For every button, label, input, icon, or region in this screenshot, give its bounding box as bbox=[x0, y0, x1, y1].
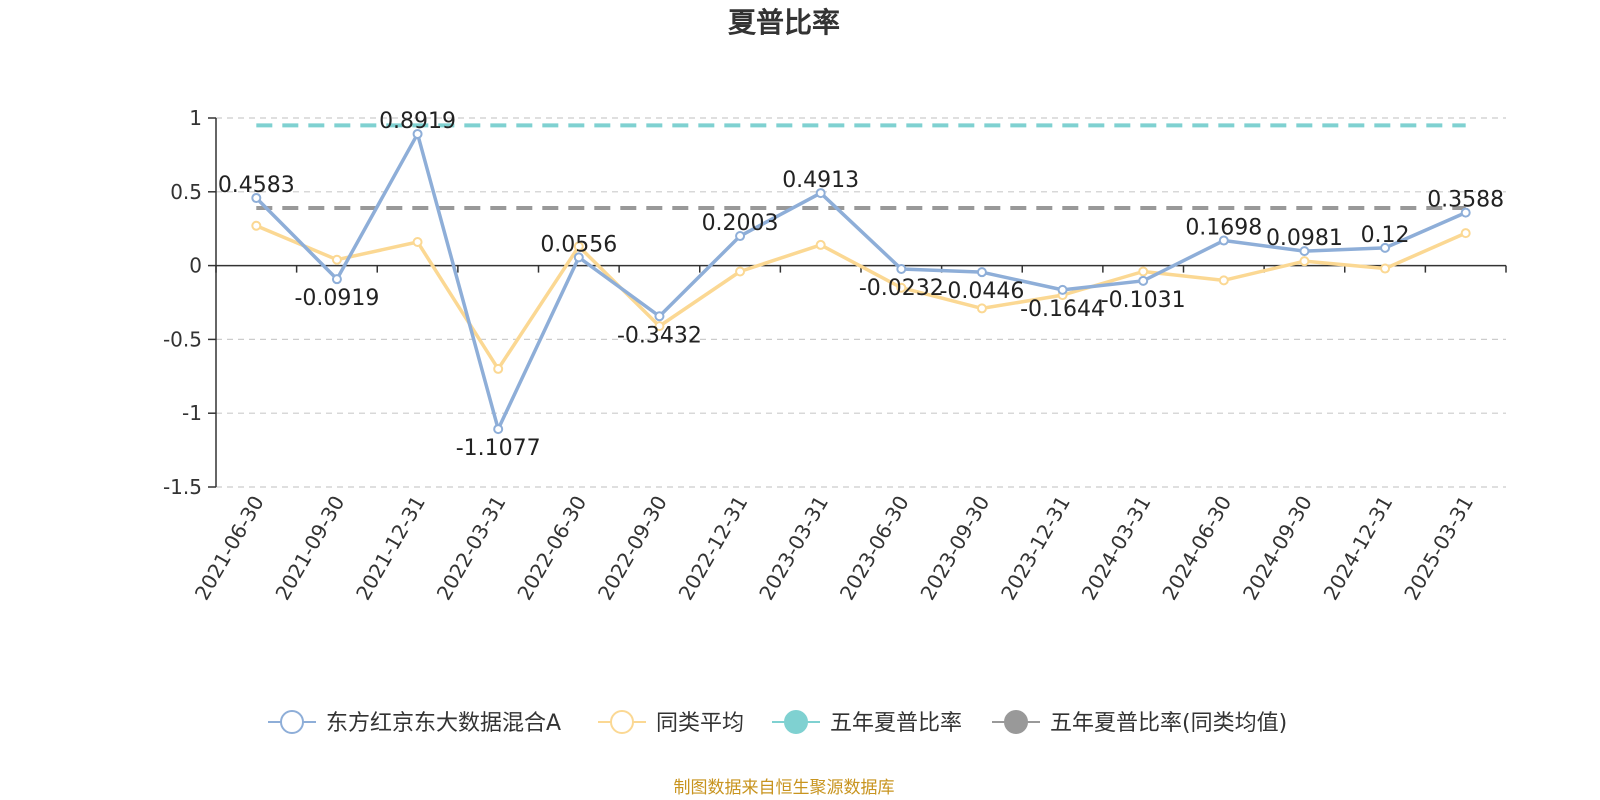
series-point-1 bbox=[251, 220, 262, 231]
series-point-1 bbox=[573, 241, 584, 252]
series-point-0 bbox=[976, 267, 987, 278]
legend-label-1: 同类平均 bbox=[656, 711, 744, 736]
x-tick-label: 2022-09-30 bbox=[593, 492, 672, 605]
x-tick-label: 2021-06-30 bbox=[190, 492, 269, 605]
series-point-1 bbox=[815, 239, 826, 250]
data-label: 0.3588 bbox=[1427, 188, 1504, 213]
series-point-1 bbox=[1460, 228, 1471, 239]
legend-marker-3 bbox=[1004, 710, 1028, 734]
legend-marker-0 bbox=[280, 710, 304, 734]
data-label: 0.8919 bbox=[379, 109, 456, 134]
data-label: -0.1031 bbox=[1101, 288, 1186, 313]
data-label: -1.1077 bbox=[456, 436, 541, 461]
series-point-1 bbox=[896, 282, 907, 293]
y-tick-label: 0.5 bbox=[170, 180, 202, 204]
data-label: 0.1698 bbox=[1185, 216, 1262, 241]
series-point-1 bbox=[1218, 275, 1229, 286]
series-point-0 bbox=[573, 252, 584, 263]
series-point-0 bbox=[331, 274, 342, 285]
x-tick-label: 2025-03-31 bbox=[1399, 492, 1478, 605]
x-tick-label: 2022-03-31 bbox=[432, 492, 511, 605]
series-point-0 bbox=[896, 264, 907, 275]
data-label: 0.0556 bbox=[540, 232, 617, 257]
series-point-0 bbox=[251, 192, 262, 203]
x-tick-label: 2021-12-31 bbox=[351, 492, 430, 605]
y-tick-label: -0.5 bbox=[163, 327, 202, 351]
grid-lines bbox=[216, 117, 1506, 488]
x-tick-label: 2022-06-30 bbox=[512, 492, 591, 605]
legend-label-0: 东方红京东大数据混合A bbox=[326, 711, 561, 736]
x-tick-label: 2024-06-30 bbox=[1157, 492, 1236, 605]
series-point-1 bbox=[331, 254, 342, 265]
chart-title: 夏普比率 bbox=[728, 6, 840, 39]
data-label: -0.0446 bbox=[939, 279, 1024, 304]
x-tick-label: 2023-09-30 bbox=[915, 492, 994, 605]
series-layer bbox=[251, 123, 1471, 435]
y-tick-label: -1 bbox=[182, 401, 202, 425]
series-point-1 bbox=[1380, 263, 1391, 274]
series-line-0 bbox=[254, 132, 1468, 431]
data-label: 0.0981 bbox=[1266, 226, 1343, 251]
data-label: 0.4583 bbox=[218, 173, 295, 198]
legend: 东方红京东大数据混合A 同类平均 五年夏普比率 五年夏普比率(同类均值) bbox=[268, 710, 1287, 736]
series-point-0 bbox=[654, 311, 665, 322]
y-tick-label: -1.5 bbox=[163, 475, 202, 499]
x-tick-label: 2024-03-31 bbox=[1077, 492, 1156, 605]
legend-label-3: 五年夏普比率(同类均值) bbox=[1050, 711, 1287, 736]
y-tick-label: 0 bbox=[189, 254, 202, 278]
series-point-1 bbox=[654, 321, 665, 332]
series-point-1 bbox=[1299, 256, 1310, 267]
x-tick-label: 2023-06-30 bbox=[835, 492, 914, 605]
data-label: 0.4913 bbox=[782, 168, 859, 193]
series-point-0 bbox=[1460, 207, 1471, 218]
series-point-1 bbox=[412, 236, 423, 247]
x-tick-label: 2024-09-30 bbox=[1238, 492, 1317, 605]
legend-marker-1 bbox=[610, 710, 634, 734]
series-point-0 bbox=[1380, 242, 1391, 253]
series-point-0 bbox=[493, 424, 504, 435]
x-tick-label: 2023-12-31 bbox=[996, 492, 1075, 605]
series-point-1 bbox=[735, 266, 746, 277]
series-point-0 bbox=[412, 128, 423, 139]
series-point-0 bbox=[1299, 246, 1310, 257]
x-tick-label: 2021-09-30 bbox=[270, 492, 349, 605]
data-label: -0.0232 bbox=[859, 276, 944, 301]
series-point-1 bbox=[493, 363, 504, 374]
series-point-1 bbox=[976, 303, 987, 314]
series-point-0 bbox=[1218, 235, 1229, 246]
series-point-0 bbox=[1057, 284, 1068, 295]
data-label: -0.1644 bbox=[1020, 297, 1105, 322]
data-label: -0.0919 bbox=[294, 286, 379, 311]
data-label: -0.3432 bbox=[617, 323, 702, 348]
series-line-1 bbox=[254, 223, 1468, 371]
series-point-1 bbox=[1138, 266, 1149, 277]
legend-marker-2 bbox=[784, 710, 808, 734]
data-label: 0.12 bbox=[1361, 223, 1410, 248]
legend-label-2: 五年夏普比率 bbox=[830, 711, 962, 736]
data-labels: 0.4583 -0.0919 0.8919 -1.1077 0.0556 -0.3432 0… bbox=[218, 109, 1504, 461]
series-point-0 bbox=[815, 188, 826, 199]
series-point-0 bbox=[1138, 275, 1149, 286]
y-tick-label: 1 bbox=[189, 106, 202, 130]
x-tick-label: 2022-12-31 bbox=[673, 492, 752, 605]
x-tick-label: 2023-03-31 bbox=[754, 492, 833, 605]
series-point-0 bbox=[735, 231, 746, 242]
x-tick-label: 2024-12-31 bbox=[1318, 492, 1397, 605]
source-note: 制图数据来自恒生聚源数据库 bbox=[674, 778, 895, 798]
data-label: 0.2003 bbox=[702, 211, 779, 236]
